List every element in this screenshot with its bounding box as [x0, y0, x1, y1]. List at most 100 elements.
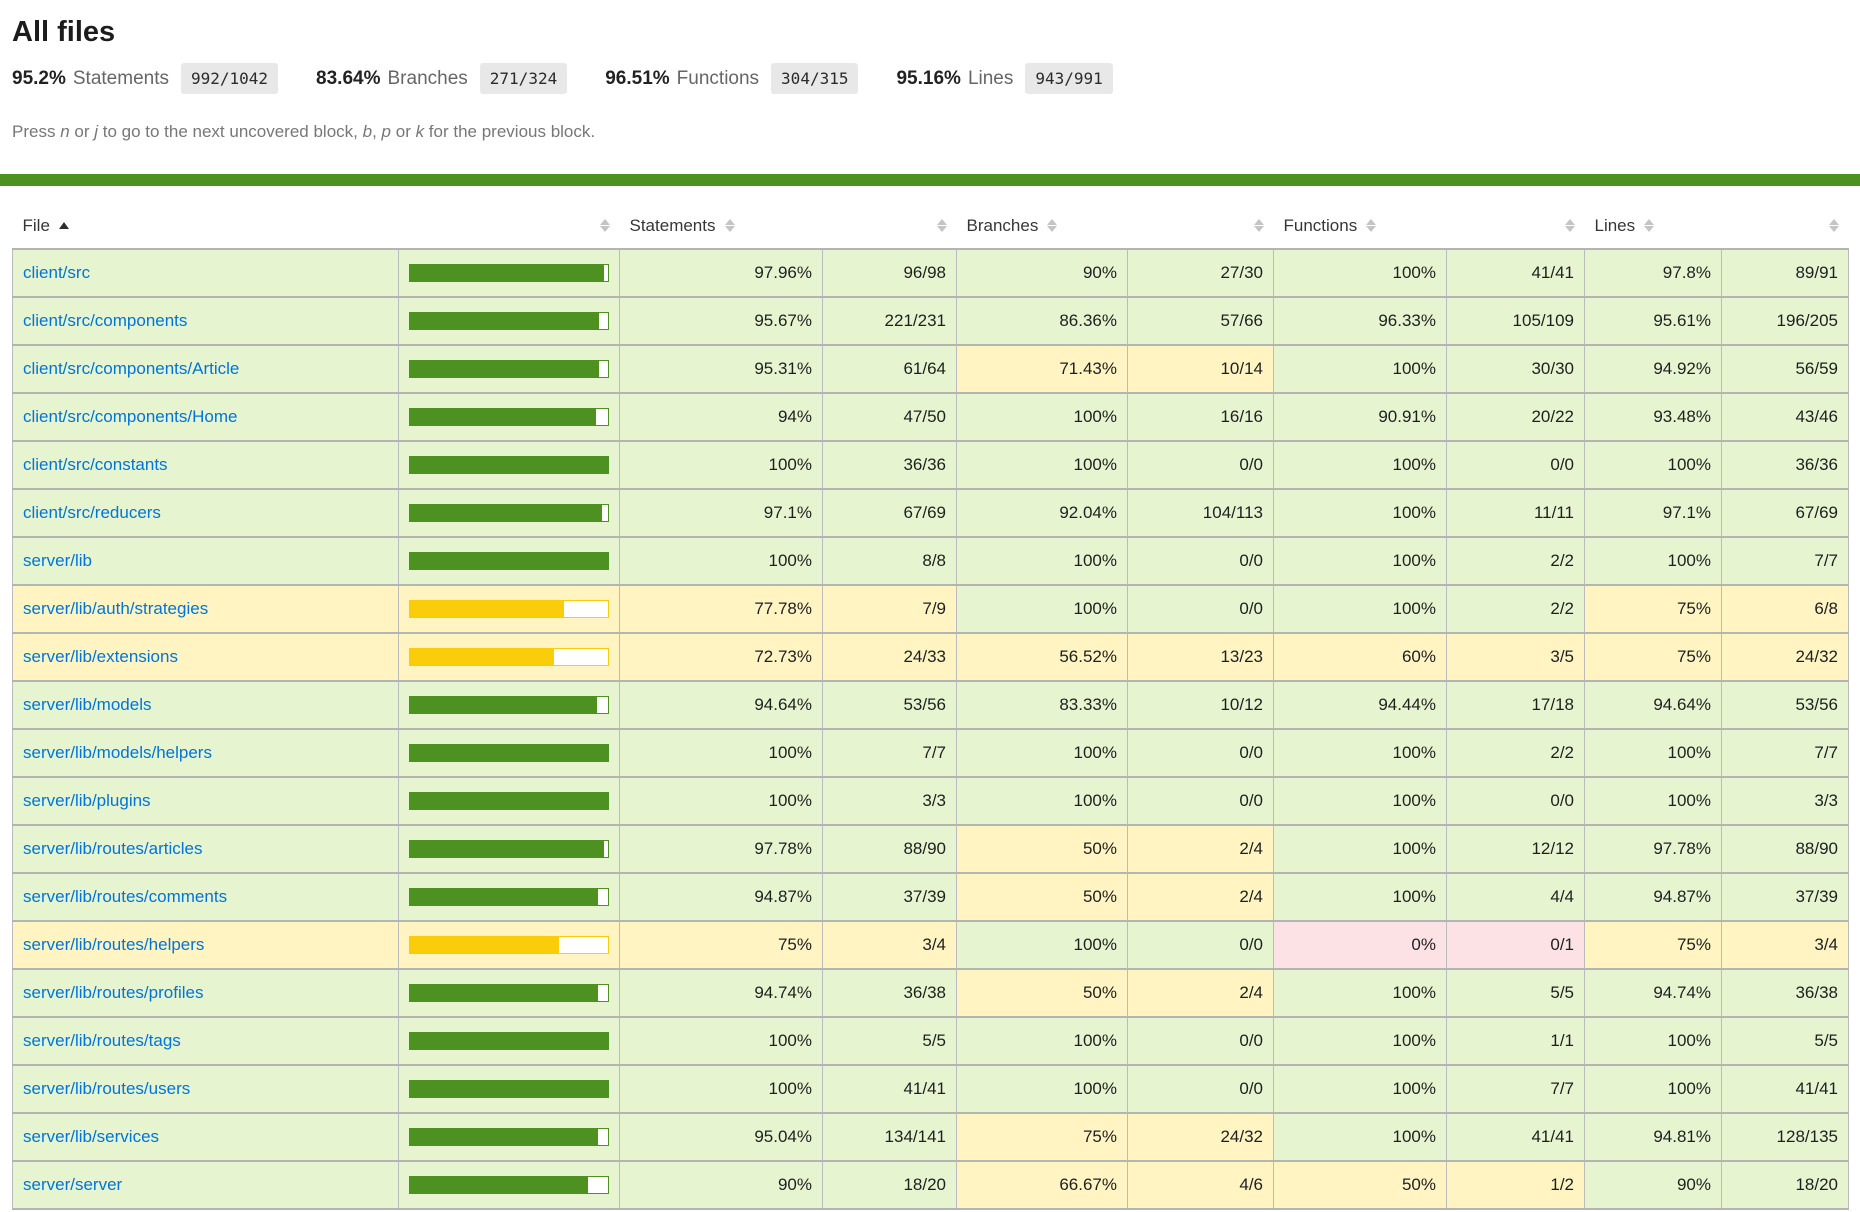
lines-ratio-cell: 88/90 [1721, 824, 1849, 874]
file-link[interactable]: client/src/components/Article [23, 359, 240, 378]
lines-pct-cell: 94.87% [1584, 872, 1722, 922]
table-row: server/lib/models/helpers 100% 7/7 100% … [12, 728, 1849, 778]
file-link[interactable]: client/src/components [23, 311, 188, 330]
branches-pct-cell: 56.52% [956, 632, 1128, 682]
table-row: server/lib/auth/strategies 77.78% 7/9 10… [12, 584, 1849, 634]
statements-ratio-cell: 61/64 [822, 344, 957, 394]
coverage-bar [409, 696, 609, 714]
file-link[interactable]: server/lib/plugins [23, 791, 151, 810]
column-header-functions-raw[interactable] [1447, 204, 1585, 249]
sort-icon[interactable] [1047, 218, 1058, 233]
functions-pct-cell: 100% [1273, 1064, 1447, 1114]
coverage-bar-empty [598, 1129, 608, 1145]
file-cell: server/lib/routes/articles [12, 824, 399, 874]
coverage-bar-cell [398, 488, 620, 538]
table-row: server/lib/models 94.64% 53/56 83.33% 10… [12, 680, 1849, 730]
lines-ratio-cell: 3/4 [1721, 920, 1849, 970]
branches-column-label: Branches [966, 216, 1039, 235]
file-link[interactable]: server/server [23, 1175, 123, 1194]
branches-label: Branches [387, 67, 468, 89]
branches-pct-cell: 100% [956, 392, 1128, 442]
file-link[interactable]: server/lib/routes/articles [23, 839, 203, 858]
functions-ratio-cell: 41/41 [1446, 1112, 1585, 1162]
coverage-bar-empty [597, 697, 608, 713]
coverage-bar-cell [398, 872, 620, 922]
file-link[interactable]: server/lib/services [23, 1127, 160, 1146]
column-header-statements-raw[interactable] [823, 204, 957, 249]
file-link[interactable]: server/lib/routes/profiles [23, 983, 204, 1002]
functions-ratio-cell: 0/0 [1446, 440, 1585, 490]
sort-icon[interactable] [599, 218, 610, 233]
branches-ratio-cell: 16/16 [1127, 392, 1274, 442]
coverage-bar [409, 984, 609, 1002]
functions-ratio-cell: 105/109 [1446, 296, 1585, 346]
file-link[interactable]: server/lib/routes/tags [23, 1031, 181, 1050]
branches-pct-cell: 100% [956, 584, 1128, 634]
column-header-statements[interactable]: Statements [620, 204, 823, 249]
branches-ratio-cell: 2/4 [1127, 872, 1274, 922]
coverage-bar-cell [398, 1016, 620, 1066]
file-link[interactable]: server/lib/routes/helpers [23, 935, 205, 954]
lines-ratio-cell: 24/32 [1721, 632, 1849, 682]
summary-functions: 96.51% Functions 304/315 [605, 63, 859, 94]
status-line-high [0, 174, 1860, 186]
branches-ratio-cell: 0/0 [1127, 584, 1274, 634]
branches-ratio-cell: 27/30 [1127, 248, 1274, 298]
file-link[interactable]: client/src/components/Home [23, 407, 238, 426]
coverage-bar-cell [398, 968, 620, 1018]
sort-icon[interactable] [1644, 218, 1655, 233]
file-link[interactable]: server/lib/routes/users [23, 1079, 191, 1098]
statements-ratio-cell: 7/9 [822, 584, 957, 634]
file-link[interactable]: server/lib/extensions [23, 647, 178, 666]
statements-ratio-cell: 7/7 [822, 728, 957, 778]
lines-ratio-cell: 56/59 [1721, 344, 1849, 394]
statements-ratio-cell: 134/141 [822, 1112, 957, 1162]
lines-ratio-cell: 3/3 [1721, 776, 1849, 826]
functions-ratio-cell: 5/5 [1446, 968, 1585, 1018]
header-spacer [12, 142, 1848, 174]
lines-pct-cell: 93.48% [1584, 392, 1722, 442]
branches-ratio-cell: 0/0 [1127, 536, 1274, 586]
functions-pct-cell: 100% [1273, 728, 1447, 778]
column-header-branches[interactable]: Branches [957, 204, 1128, 249]
sort-icon[interactable] [724, 218, 735, 233]
coverage-bar-fill [410, 265, 604, 281]
lines-pct-cell: 100% [1584, 776, 1722, 826]
column-header-file[interactable]: File [13, 204, 399, 249]
file-link[interactable]: client/src/reducers [23, 503, 161, 522]
statements-fraction: 992/1042 [180, 63, 279, 94]
file-cell: server/lib/auth/strategies [12, 584, 399, 634]
coverage-bar-fill [410, 1177, 589, 1193]
coverage-bar-fill [410, 937, 559, 953]
functions-ratio-cell: 2/2 [1446, 536, 1585, 586]
file-link[interactable]: server/lib/models [23, 695, 152, 714]
sort-icon[interactable] [1366, 218, 1377, 233]
sort-icon[interactable] [1828, 218, 1839, 233]
column-header-lines-raw[interactable] [1722, 204, 1849, 249]
sort-icon[interactable] [936, 218, 947, 233]
sort-icon[interactable] [1564, 218, 1575, 233]
column-header-bar[interactable] [399, 204, 620, 249]
file-cell: server/lib [12, 536, 399, 586]
file-link[interactable]: server/lib/routes/comments [23, 887, 228, 906]
functions-ratio-cell: 7/7 [1446, 1064, 1585, 1114]
lines-pct-cell: 100% [1584, 1064, 1722, 1114]
column-header-functions[interactable]: Functions [1274, 204, 1447, 249]
file-link[interactable]: server/lib/models/helpers [23, 743, 212, 762]
coverage-bar-cell [398, 392, 620, 442]
statements-ratio-cell: 8/8 [822, 536, 957, 586]
report-header: All files 95.2% Statements 992/1042 83.6… [0, 0, 1860, 174]
coverage-bar-cell [398, 632, 620, 682]
column-header-branches-raw[interactable] [1128, 204, 1274, 249]
lines-ratio-cell: 43/46 [1721, 392, 1849, 442]
coverage-bar-empty [596, 409, 608, 425]
file-link[interactable]: server/lib/auth/strategies [23, 599, 209, 618]
file-link[interactable]: client/src [23, 263, 91, 282]
file-link[interactable]: server/lib [23, 551, 92, 570]
table-row: server/server 90% 18/20 66.67% 4/6 50% 1… [12, 1160, 1849, 1210]
sort-asc-icon[interactable] [58, 218, 69, 233]
sort-icon[interactable] [1253, 218, 1264, 233]
file-link[interactable]: client/src/constants [23, 455, 168, 474]
file-cell: server/lib/models [12, 680, 399, 730]
column-header-lines[interactable]: Lines [1585, 204, 1722, 249]
